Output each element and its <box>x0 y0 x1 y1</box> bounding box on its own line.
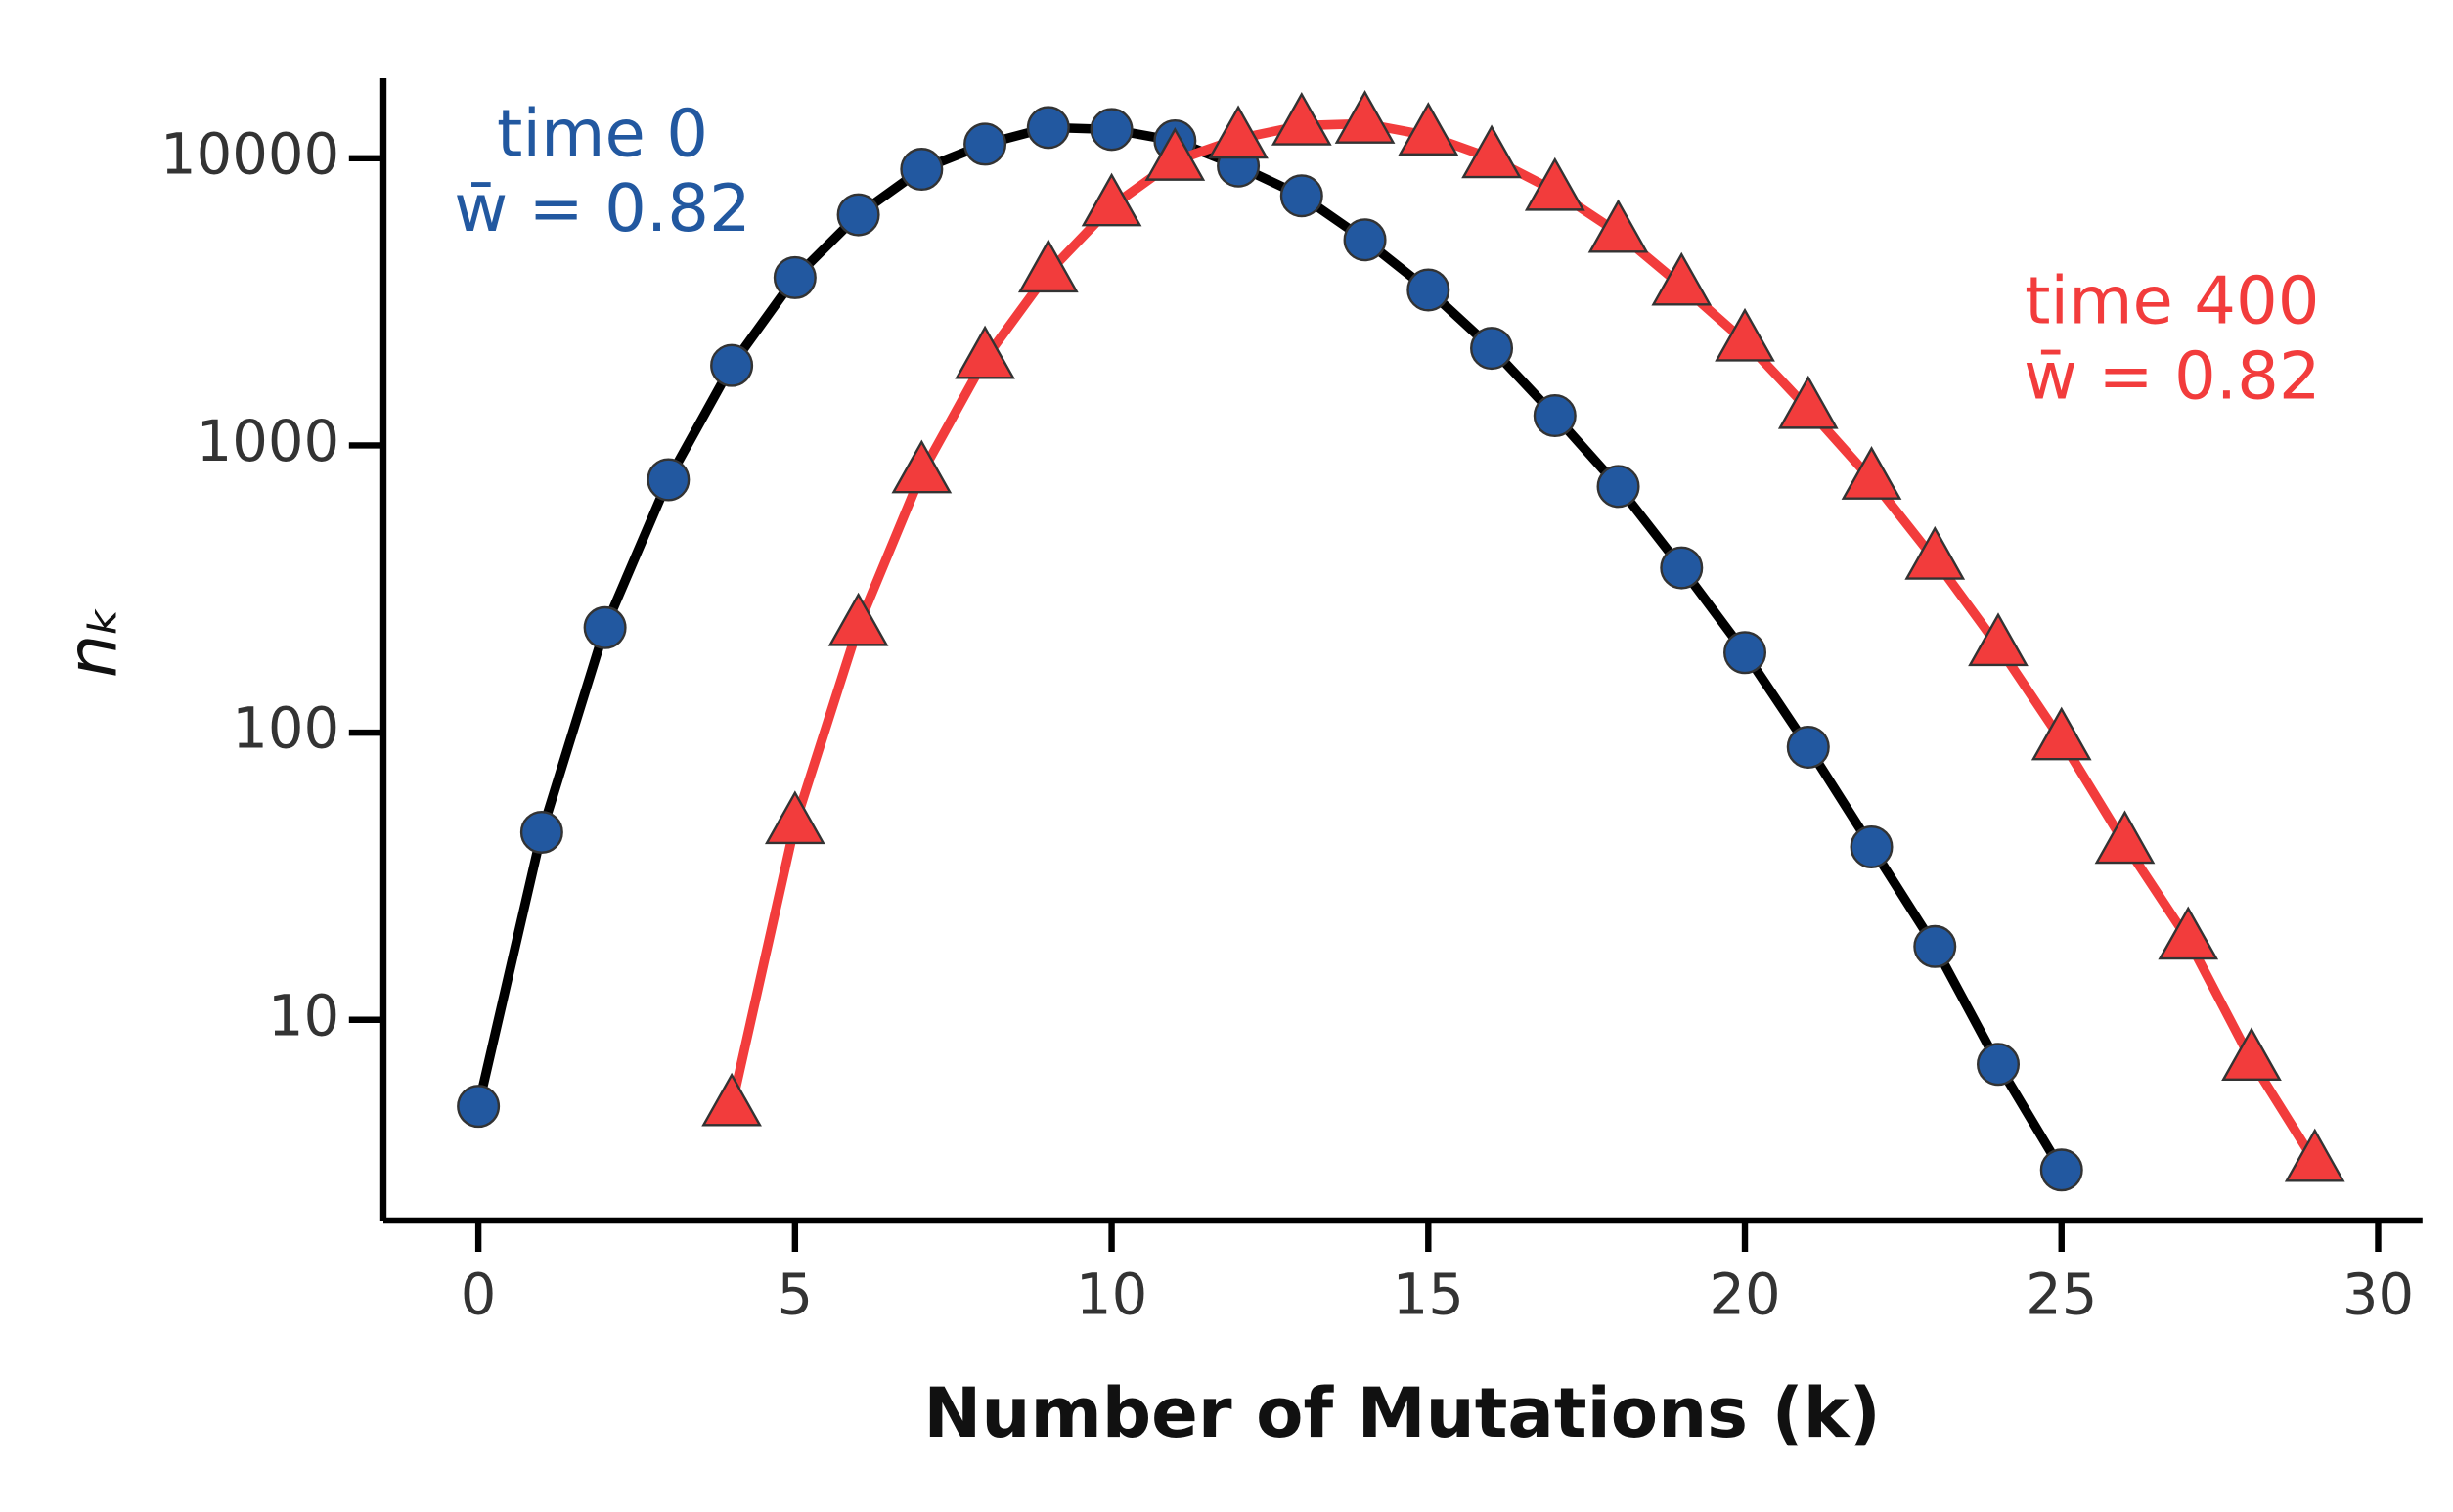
marker <box>2094 810 2156 865</box>
marker <box>1841 446 1902 500</box>
marker <box>1026 106 1070 150</box>
marker <box>1144 126 1206 181</box>
marker <box>827 592 889 646</box>
marker <box>1208 105 1269 159</box>
marker <box>2039 1148 2083 1192</box>
marker <box>1596 465 1640 509</box>
y-tick-label: 10000 <box>160 121 339 187</box>
marker <box>1660 546 1704 590</box>
marker <box>1470 327 1514 371</box>
marker <box>963 122 1007 166</box>
marker <box>1913 924 1957 968</box>
marker <box>519 810 563 854</box>
marker <box>773 255 817 299</box>
marker <box>900 148 944 192</box>
annotation: w̄ = 0.82 <box>454 170 751 246</box>
x-tick-label: 10 <box>1076 1263 1147 1328</box>
marker <box>2158 906 2219 960</box>
x-axis-label: Number of Mutations (k) <box>923 1373 1880 1453</box>
marker <box>1651 251 1713 306</box>
marker <box>583 605 627 649</box>
x-tick-label: 5 <box>778 1263 814 1328</box>
y-axis-label: nₖ <box>53 605 133 679</box>
marker <box>1587 199 1649 253</box>
marker <box>1343 218 1387 262</box>
marker <box>1279 174 1323 218</box>
marker <box>1777 375 1839 429</box>
marker <box>1723 631 1767 675</box>
marker <box>1017 239 1079 293</box>
marker <box>1904 525 1966 580</box>
series-line <box>473 122 2066 1173</box>
marker <box>2030 706 2092 761</box>
marker <box>1968 612 2029 667</box>
marker <box>2284 1128 2345 1182</box>
marker <box>891 439 953 494</box>
y-tick-label: 1000 <box>197 409 340 474</box>
marker <box>1271 91 1332 146</box>
x-tick-label: 20 <box>1709 1263 1780 1328</box>
marker <box>1977 1043 2021 1087</box>
marker <box>955 325 1015 379</box>
marker <box>701 1072 762 1127</box>
marker <box>1533 394 1577 438</box>
marker <box>836 193 880 237</box>
x-tick-label: 30 <box>2342 1263 2414 1328</box>
series-label: time 0 <box>497 95 708 171</box>
x-tick-label: 15 <box>1393 1263 1464 1328</box>
marker <box>1715 307 1775 362</box>
marker <box>1850 824 1894 868</box>
marker <box>1461 124 1522 179</box>
marker <box>1406 268 1450 312</box>
x-tick-label: 0 <box>461 1263 497 1328</box>
marker <box>1786 725 1830 769</box>
marker <box>1334 89 1396 144</box>
y-tick-label: 10 <box>268 983 339 1048</box>
y-tick-label: 100 <box>232 696 339 762</box>
marker <box>2221 1027 2282 1082</box>
marker <box>457 1085 501 1129</box>
marker <box>1398 102 1459 156</box>
marker <box>1081 172 1142 227</box>
series-label: time 400 <box>2025 263 2319 339</box>
x-tick-label: 25 <box>2026 1263 2097 1328</box>
marker <box>764 790 825 845</box>
annotation: w̄ = 0.82 <box>2024 337 2321 414</box>
marker <box>1090 108 1134 152</box>
marker <box>710 343 754 387</box>
marker <box>647 458 691 502</box>
marker <box>1524 156 1585 211</box>
